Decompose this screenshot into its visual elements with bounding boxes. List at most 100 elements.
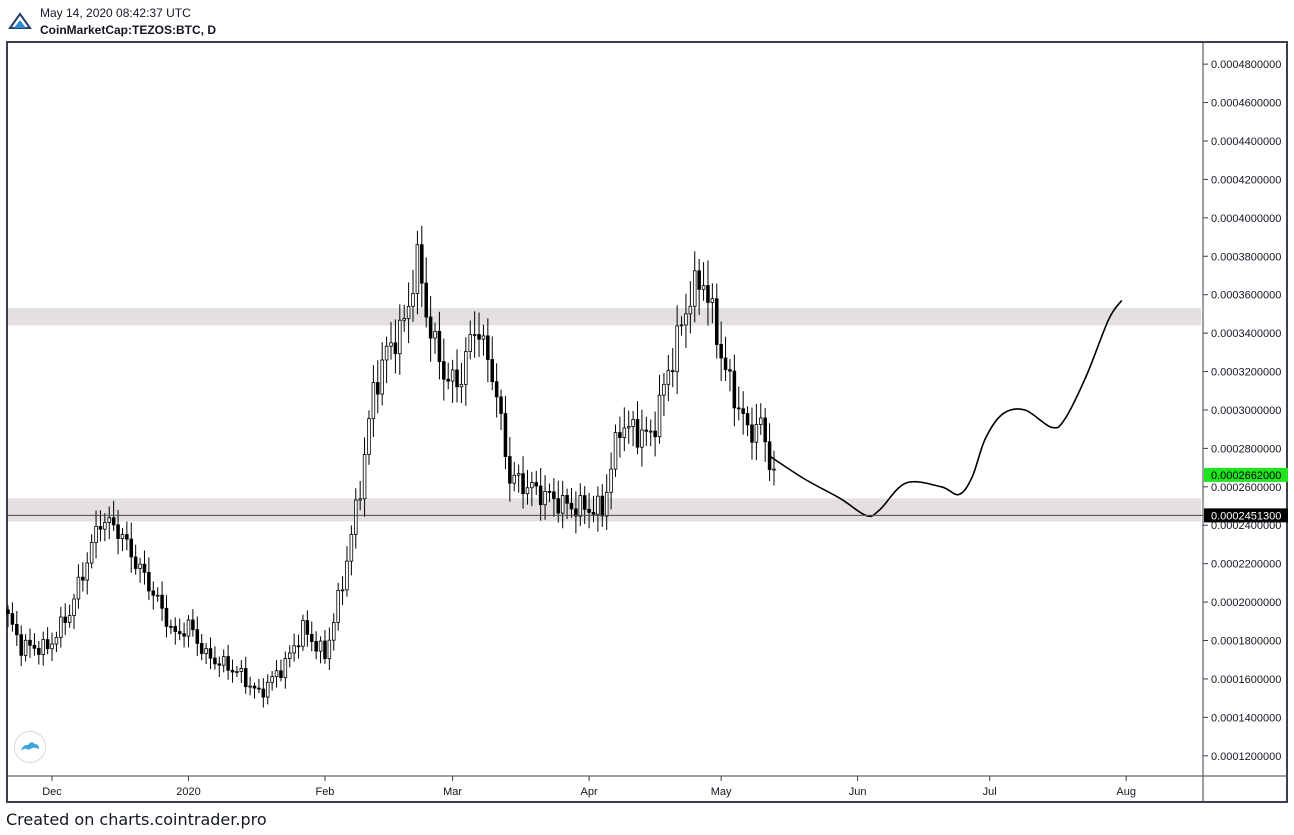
y-tick-label: 0.0004400000 [1211, 136, 1281, 148]
footer-credit: Created on charts.cointrader.pro [6, 810, 267, 829]
candle-body [442, 361, 446, 380]
candle-body [19, 634, 23, 656]
candle-body [331, 621, 336, 641]
candle-body [67, 615, 72, 623]
candle-body [450, 369, 455, 382]
candle-body [41, 639, 45, 655]
candle-body [147, 571, 151, 592]
candle-body [305, 620, 310, 635]
candle-body [521, 473, 525, 495]
candle-body [221, 656, 226, 666]
candle-body [697, 270, 701, 290]
x-tick-label: Feb [315, 786, 334, 798]
candle-body [455, 369, 459, 388]
candle-body [37, 647, 41, 655]
candle-body [622, 427, 627, 438]
y-tick-label: 0.0002200000 [1211, 559, 1281, 571]
x-tick-label: Aug [1116, 786, 1136, 798]
candle-body [657, 394, 662, 438]
candle-body [719, 344, 723, 359]
candle-body [530, 482, 534, 489]
candle-body [283, 658, 288, 679]
candle-body [710, 298, 715, 303]
candle-body [301, 620, 305, 647]
chart-frame [6, 41, 1288, 803]
candle-body [477, 334, 481, 340]
candle-body [618, 432, 622, 438]
candle-body [177, 631, 182, 635]
candle-body [195, 629, 200, 644]
y-tick-label: 0.0004800000 [1211, 59, 1281, 71]
candle-body [670, 370, 675, 373]
candle-body [750, 424, 754, 443]
candle-body [446, 378, 450, 382]
candle-body [737, 407, 741, 410]
candle-body [626, 426, 631, 429]
price-tag-label: 0.0002662000 [1211, 470, 1281, 482]
cloud-glyph [21, 742, 39, 751]
candle-body [560, 494, 565, 514]
y-tick-label: 0.0003200000 [1211, 367, 1281, 379]
x-tick-label: Dec [42, 786, 62, 798]
candle-body [675, 325, 679, 373]
candle-body [15, 623, 19, 636]
candle-body [574, 508, 578, 517]
candle-body [464, 351, 468, 385]
y-tick-label: 0.0002000000 [1211, 597, 1281, 609]
candle-body [358, 498, 362, 501]
y-tick-label: 0.0002600000 [1211, 482, 1281, 494]
candle-body [631, 419, 635, 427]
candle-body [362, 454, 367, 500]
candle-body [367, 418, 371, 455]
candle-body [565, 494, 569, 504]
candle-body [309, 633, 314, 642]
candle-body [591, 511, 596, 515]
candle-body [72, 598, 76, 616]
candle-body [459, 383, 464, 388]
candle-body [261, 688, 266, 698]
candle-body [186, 619, 191, 637]
x-tick-label: Apr [581, 786, 598, 798]
candle-body [684, 313, 688, 326]
candle-body [609, 468, 613, 493]
candle-body [116, 524, 120, 539]
candle-body [662, 383, 666, 396]
candle-body [538, 485, 543, 506]
y-tick-label: 0.0001600000 [1211, 674, 1281, 686]
candle-body [512, 474, 517, 484]
candle-body [23, 639, 28, 656]
candle-body [371, 382, 376, 420]
x-tick-label: May [711, 786, 732, 798]
chart-timestamp: May 14, 2020 08:42:37 UTC [40, 6, 191, 20]
candle-body [376, 382, 380, 395]
candle-body [252, 685, 257, 689]
candle-body [103, 522, 107, 530]
candle-body [89, 542, 94, 564]
candle-body [587, 508, 591, 513]
candle-body [191, 619, 195, 631]
y-tick-label: 0.0003800000 [1211, 251, 1281, 263]
y-tick-label: 0.0004000000 [1211, 213, 1281, 225]
candle-body [10, 613, 15, 625]
candle-body [723, 357, 728, 371]
candle-body [151, 590, 156, 596]
candle-body [155, 594, 160, 597]
candle-body [340, 589, 345, 592]
candle-body [354, 499, 358, 535]
candle-body [543, 491, 547, 506]
candle-body [411, 293, 415, 307]
candle-body [490, 359, 495, 383]
cloud-logo-icon[interactable] [14, 731, 46, 763]
candle-body [292, 645, 296, 654]
candle-body [28, 639, 32, 646]
candle-body [85, 562, 90, 581]
candle-body [534, 482, 539, 487]
y-tick-label: 0.0001800000 [1211, 636, 1281, 648]
candle-body [349, 534, 354, 562]
candle-body [217, 663, 222, 666]
candle-body [125, 534, 129, 540]
candle-body [398, 319, 402, 355]
candle-body [45, 639, 50, 650]
candle-body [415, 244, 420, 295]
